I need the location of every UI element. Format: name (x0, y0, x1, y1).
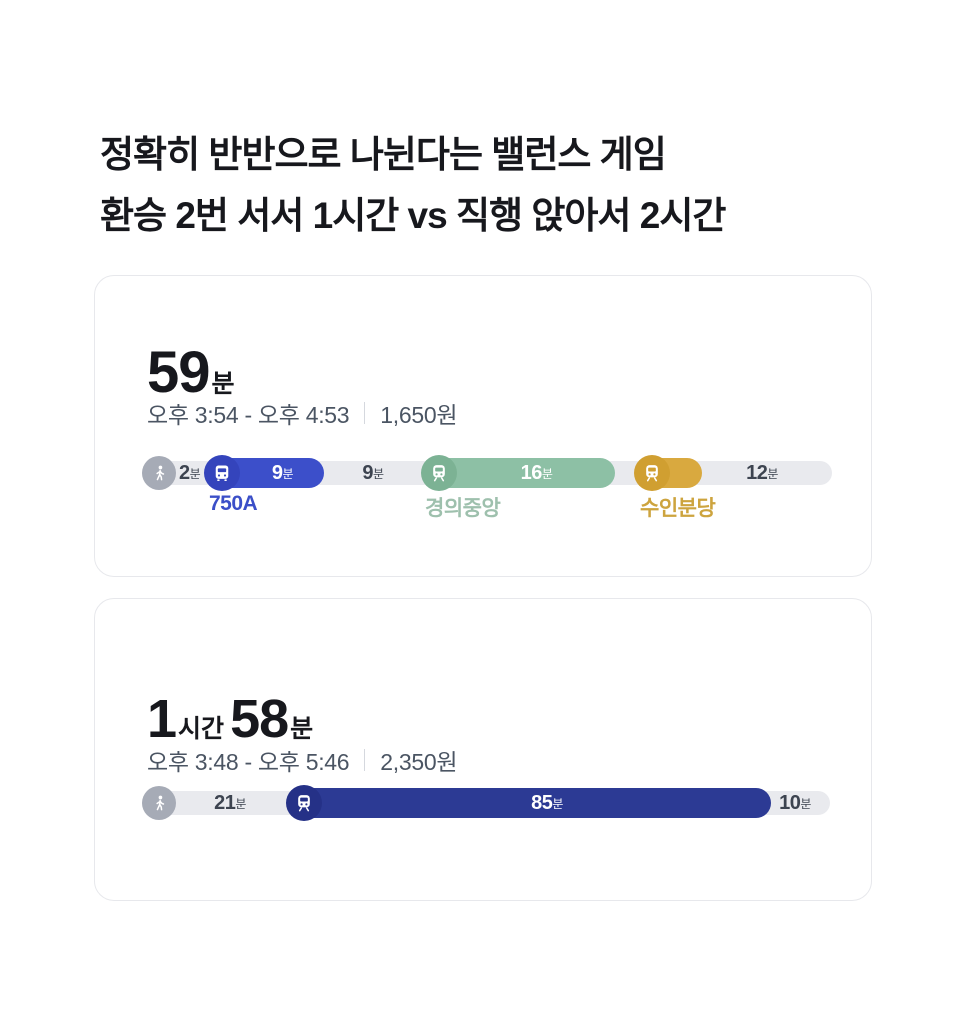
train-duration: 85분 (323, 788, 771, 818)
bus-route-label: 750A (209, 492, 258, 515)
duration-minutes-unit: 분 (211, 370, 235, 398)
route-meta: 오후 3:54 - 오후 4:53 1,650원 (147, 396, 458, 430)
duration-minutes-unit: 분 (290, 715, 314, 743)
duration-number: 10 (779, 792, 801, 814)
direct-train-segment: 85분 (286, 785, 771, 821)
bus-segment: 9분 (204, 455, 324, 491)
duration-hours-unit: 시간 (178, 715, 225, 743)
title-line-2: 환승 2번 서서 1시간 vs 직행 앉아서 2시간 (100, 195, 726, 236)
duration-minutes-value: 59 (147, 340, 211, 405)
train-icon-glyph (433, 465, 445, 482)
title-line-1: 정확히 반반으로 나뉜다는 밸런스 게임 (100, 134, 667, 175)
route-card-transfer[interactable]: 59분 오후 3:54 - 오후 4:53 1,650원 2분 (94, 275, 872, 577)
duration-number: 85 (531, 792, 553, 814)
train-duration: 16분 (458, 458, 615, 488)
page-title: 정확히 반반으로 나뉜다는 밸런스 게임 환승 2번 서서 1시간 vs 직행 … (100, 124, 726, 246)
walk-icon (142, 786, 176, 820)
suin-line-label: 수인분당 (640, 497, 716, 520)
train-icon-glyph (646, 465, 658, 482)
route-bar: 21분 85분 10분 (142, 785, 830, 821)
duration-number: 9 (362, 462, 374, 484)
duration-minutes-value: 58 (230, 689, 289, 749)
walk-icon-glyph (155, 465, 164, 480)
time-range: 오후 3:54 - 오후 4:53 (147, 402, 350, 428)
transfer-wait-duration: 9분 (345, 461, 401, 485)
duration-unit: 분 (282, 467, 294, 481)
fare: 1,650원 (380, 402, 458, 428)
duration-number: 16 (520, 462, 543, 484)
suin-line-segment (634, 455, 702, 491)
gyeongui-line-segment: 16분 (421, 455, 615, 491)
route-card-direct[interactable]: 1시간 58분 오후 3:48 - 오후 5:46 2,350원 21분 (94, 598, 872, 901)
walk-icon-glyph (155, 795, 164, 810)
train-icon (421, 455, 457, 491)
meta-divider (364, 749, 366, 771)
duration-number: 12 (746, 462, 768, 484)
gyeongui-line-label: 경의중앙 (425, 497, 501, 520)
duration-unit: 분 (552, 797, 563, 811)
route-meta: 오후 3:48 - 오후 5:46 2,350원 (147, 743, 458, 777)
duration-number: 2 (179, 462, 190, 484)
time-range: 오후 3:48 - 오후 5:46 (147, 749, 350, 775)
meta-divider (364, 402, 366, 424)
bus-duration: 9분 (241, 458, 324, 488)
duration-unit: 분 (373, 467, 384, 481)
final-walk-duration: 10분 (762, 791, 828, 815)
walk-icon (142, 456, 176, 490)
train-icon-glyph (298, 795, 310, 812)
duration-hours-value: 1 (147, 689, 177, 749)
route-bar: 2분 9분 9분 (142, 455, 832, 520)
duration-number: 21 (214, 792, 236, 814)
route-duration: 1시간 58분 (147, 688, 319, 750)
duration-unit: 분 (800, 797, 811, 811)
duration-unit: 분 (541, 467, 553, 481)
duration-unit: 분 (235, 797, 246, 811)
duration-unit: 분 (189, 467, 201, 481)
bus-icon-glyph (215, 465, 229, 481)
walk-duration: 2분 (179, 461, 201, 485)
fare: 2,350원 (380, 749, 458, 775)
final-walk-duration: 12분 (727, 461, 797, 485)
duration-number: 9 (271, 462, 283, 484)
bus-icon (204, 455, 240, 491)
route-duration: 59분 (147, 339, 241, 406)
train-icon (634, 455, 670, 491)
train-icon (286, 785, 322, 821)
duration-unit: 분 (767, 467, 778, 481)
walk-duration: 21분 (197, 791, 263, 815)
